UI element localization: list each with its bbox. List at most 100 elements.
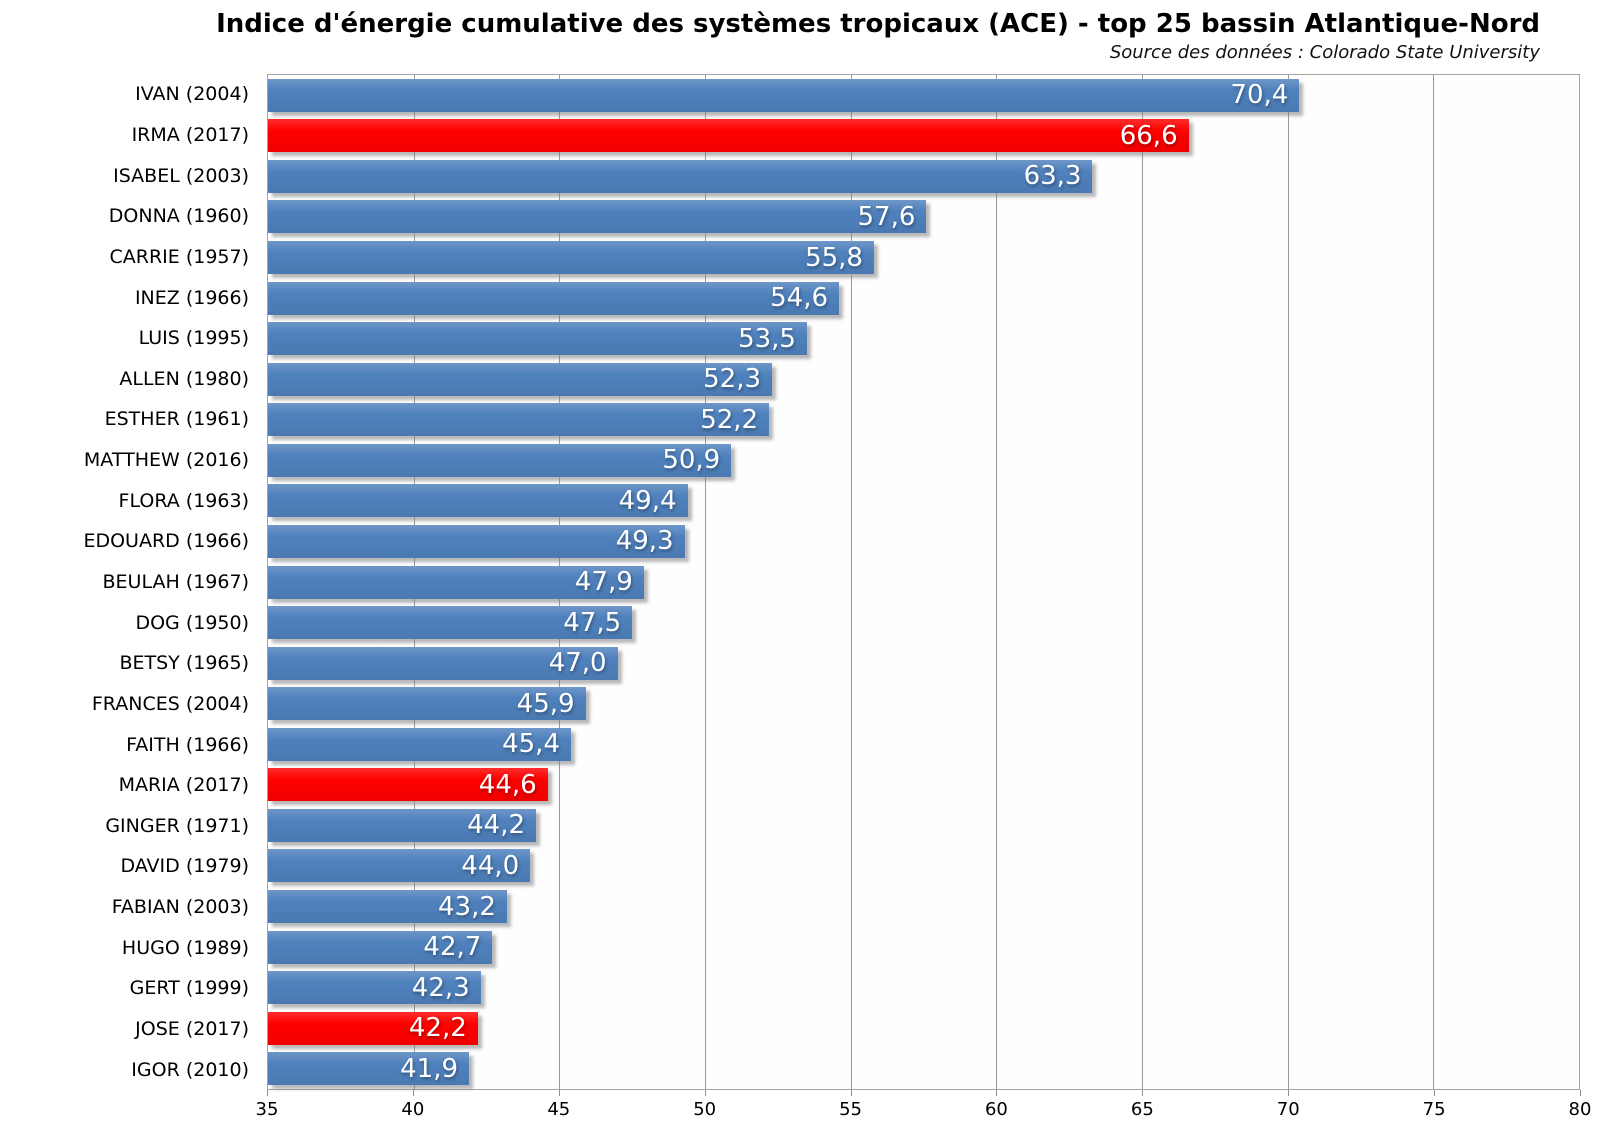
bar: 54,6 xyxy=(268,281,839,315)
axis-tick xyxy=(1580,1090,1581,1096)
bar-row: 57,6 xyxy=(268,197,1579,238)
category-label: BEULAH (1967) xyxy=(102,571,249,593)
x-tick-label: 70 xyxy=(1276,1099,1300,1120)
category-row: ALLEN (1980) xyxy=(0,358,249,399)
value-label: 45,9 xyxy=(516,688,575,719)
bar: 47,5 xyxy=(268,606,633,640)
gridline xyxy=(996,75,998,1089)
bar: 42,7 xyxy=(268,930,493,964)
bar-row: 41,9 xyxy=(268,1049,1579,1090)
bar-row: 52,2 xyxy=(268,400,1579,441)
value-label: 55,8 xyxy=(805,242,863,273)
bar: 53,5 xyxy=(268,322,807,356)
category-label: DONNA (1960) xyxy=(108,205,249,228)
bar: 52,3 xyxy=(268,362,772,396)
x-tick-label: 75 xyxy=(1422,1099,1446,1120)
axis-tick xyxy=(1434,1090,1436,1096)
category-label: MATTHEW (2016) xyxy=(83,449,249,472)
category-row: GERT (1999) xyxy=(0,968,249,1009)
category-row: IGOR (2010) xyxy=(0,1049,249,1090)
value-label: 43,2 xyxy=(438,891,496,922)
bar: 43,2 xyxy=(268,890,507,924)
category-label: GINGER (1971) xyxy=(105,814,249,837)
axis-tick xyxy=(1288,1090,1290,1096)
bar-row: 55,8 xyxy=(268,237,1579,278)
category-label: ESTHER (1961) xyxy=(104,408,249,431)
chart-title: Indice d'énergie cumulative des systèmes… xyxy=(216,9,1540,39)
category-label: BETSY (1965) xyxy=(119,652,249,675)
bar-row: 49,3 xyxy=(268,521,1579,562)
category-label: ISABEL (2003) xyxy=(113,164,249,187)
bar: 50,9 xyxy=(268,443,732,477)
bar: 63,3 xyxy=(268,159,1093,193)
axis-tick xyxy=(996,1090,998,1096)
bar: 49,4 xyxy=(268,484,688,518)
bar: 41,9 xyxy=(268,1052,470,1086)
category-label: MARIA (2017) xyxy=(118,774,249,797)
bar-row: 66,6 xyxy=(268,116,1579,157)
bar: 44,2 xyxy=(268,808,537,842)
value-label: 44,2 xyxy=(467,810,526,841)
category-label: EDOUARD (1966) xyxy=(83,530,249,553)
x-tick-label: 50 xyxy=(693,1099,717,1120)
value-label: 42,2 xyxy=(408,1013,467,1044)
category-row: IRMA (2017) xyxy=(0,115,249,156)
category-row: CARRIE (1957) xyxy=(0,237,250,278)
bar-row: 50,9 xyxy=(268,440,1579,481)
axis-tick xyxy=(850,1090,852,1096)
bar-row: 44,0 xyxy=(268,846,1579,887)
category-label: JOSE (2017) xyxy=(135,1018,249,1041)
bar-row: 44,2 xyxy=(268,805,1579,846)
value-label: 44,0 xyxy=(461,850,520,881)
axis-tick xyxy=(267,1090,268,1096)
category-row: FAITH (1966) xyxy=(0,724,249,765)
value-label: 57,6 xyxy=(857,201,916,232)
category-row: DOG (1950) xyxy=(0,602,249,643)
category-label: ALLEN (1980) xyxy=(119,367,249,390)
category-axis: IVAN (2004) IRMA (2017) ISABEL (2003) DONNA… xyxy=(0,74,249,1090)
bar-row: 70,4 xyxy=(268,75,1579,116)
value-label: 47,5 xyxy=(563,607,622,638)
category-label: HUGO (1989) xyxy=(121,936,249,959)
category-row: DONNA (1960) xyxy=(0,196,249,237)
bar-row: 53,5 xyxy=(268,318,1579,359)
value-label: 53,5 xyxy=(738,323,796,354)
x-tick-label: 60 xyxy=(984,1099,1008,1120)
value-label: 44,6 xyxy=(478,769,537,800)
bar: 44,0 xyxy=(268,849,531,883)
value-label: 49,4 xyxy=(618,485,677,516)
gridline xyxy=(1287,75,1289,1089)
x-tick-label: 55 xyxy=(839,1099,862,1120)
category-label: FAITH (1966) xyxy=(126,733,249,756)
category-row: JOSE (2017) xyxy=(0,1009,249,1050)
bar-row: 42,2 xyxy=(268,1008,1579,1049)
category-row: IVAN (2004) xyxy=(0,74,249,115)
category-row: BEULAH (1967) xyxy=(0,562,249,603)
x-axis: 35 40 45 50 55 60 65 70 75 80 xyxy=(256,1090,1591,1130)
category-row: FABIAN (2003) xyxy=(0,887,249,928)
category-label: CARRIE (1957) xyxy=(109,245,250,268)
value-label: 70,4 xyxy=(1230,80,1289,111)
gridline xyxy=(850,75,852,1089)
bar-row: 47,9 xyxy=(268,562,1579,603)
category-label: IVAN (2004) xyxy=(135,83,249,106)
category-row: LUIS (1995) xyxy=(0,318,249,359)
bar: 57,6 xyxy=(268,200,927,234)
value-label: 63,3 xyxy=(1023,161,1082,192)
category-label: FABIAN (2003) xyxy=(111,896,249,919)
bar: 55,8 xyxy=(268,241,874,275)
x-tick-label: 45 xyxy=(547,1099,571,1120)
value-label: 66,6 xyxy=(1119,120,1178,151)
axis-tick xyxy=(412,1090,414,1096)
bar-row: 47,0 xyxy=(268,643,1579,684)
category-label: DAVID (1979) xyxy=(120,855,249,878)
value-label: 50,9 xyxy=(662,445,721,476)
category-label: IRMA (2017) xyxy=(131,123,249,146)
category-row: DAVID (1979) xyxy=(0,846,249,887)
axis-tick xyxy=(1142,1090,1144,1096)
category-row: GINGER (1971) xyxy=(0,806,249,847)
value-label: 42,7 xyxy=(423,932,482,963)
bar: 45,4 xyxy=(268,727,571,761)
category-label: FRANCES (2004) xyxy=(91,692,249,715)
bar-row: 45,4 xyxy=(268,724,1579,765)
